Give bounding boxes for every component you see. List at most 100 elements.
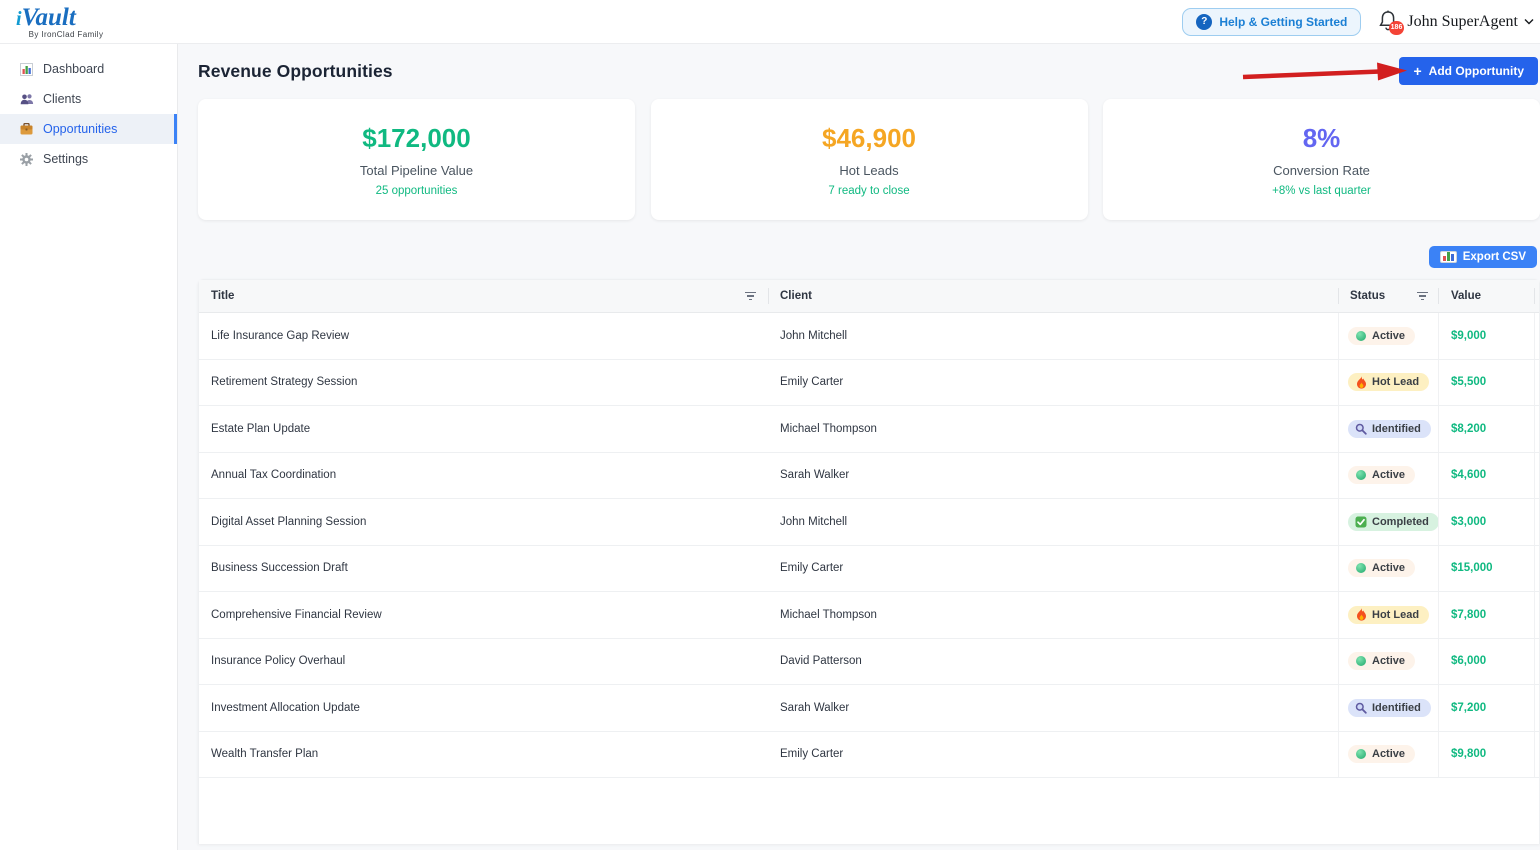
status-badge: Identified — [1348, 698, 1431, 717]
status-label: Identified — [1372, 701, 1421, 714]
briefcase-icon — [19, 123, 34, 135]
column-header-client: Client — [780, 290, 812, 302]
status-label: Active — [1372, 655, 1406, 668]
status-badge: Active — [1348, 326, 1416, 345]
sidebar-item-settings[interactable]: Settings — [0, 144, 177, 174]
sidebar-item-label: Settings — [43, 152, 89, 166]
opportunities-table: Title Client Status Value Life Insurance… — [198, 279, 1540, 844]
sidebar-item-clients[interactable]: Clients — [0, 84, 177, 114]
table-header: Title Client Status Value — [199, 280, 1539, 313]
export-csv-button[interactable]: Export CSV — [1429, 246, 1537, 268]
opportunity-status-cell: Hot Lead — [1338, 592, 1438, 638]
notification-bell-icon[interactable]: 186 — [1377, 9, 1405, 35]
opportunity-status-cell: Active — [1338, 452, 1438, 498]
status-badge: Active — [1348, 745, 1416, 764]
sidebar-item-opportunities[interactable]: Opportunities — [0, 114, 177, 144]
user-name: John SuperAgent — [1407, 12, 1518, 30]
sidebar-item-label: Clients — [43, 92, 82, 106]
filter-icon[interactable] — [743, 290, 758, 303]
table-row[interactable]: Annual Tax Coordination Sarah Walker Activ… — [199, 452, 1539, 499]
table-row[interactable]: Estate Plan Update Michael Thompson Identi… — [199, 406, 1539, 453]
status-badge: Active — [1348, 466, 1416, 485]
plus-icon: + — [1413, 63, 1422, 79]
help-getting-started-button[interactable]: ? Help & Getting Started — [1182, 7, 1362, 36]
status-label: Active — [1372, 329, 1406, 342]
stat-cards: $172,000 Total Pipeline Value 25 opportu… — [198, 99, 1540, 220]
opportunity-value: $5,500 — [1438, 359, 1535, 405]
logo-text: iVault — [16, 5, 116, 30]
green-dot-icon — [1355, 330, 1367, 342]
table-row[interactable]: Investment Allocation Update Sarah Walker… — [199, 685, 1539, 732]
stat-label: Conversion Rate — [1273, 162, 1370, 178]
status-badge: Active — [1348, 652, 1416, 671]
gear-icon — [19, 152, 34, 166]
opportunity-client: John Mitchell — [780, 329, 848, 342]
stat-label: Hot Leads — [839, 162, 899, 178]
green-dot-icon — [1355, 748, 1367, 760]
opportunity-status-cell: Active — [1338, 731, 1438, 777]
column-header-title: Title — [211, 290, 235, 302]
sidebar-item-label: Opportunities — [43, 122, 118, 136]
magnifier-icon — [1355, 423, 1367, 435]
people-icon — [19, 93, 34, 105]
app-logo[interactable]: iVault By IronClad Family — [0, 5, 116, 39]
opportunity-value: $3,000 — [1438, 499, 1535, 545]
status-label: Active — [1372, 562, 1406, 575]
opportunity-client: Emily Carter — [780, 562, 844, 575]
help-button-label: Help & Getting Started — [1219, 14, 1348, 29]
status-badge: Identified — [1348, 419, 1431, 438]
opportunity-value: $15,000 — [1438, 545, 1535, 591]
status-badge: Completed — [1348, 512, 1439, 531]
opportunity-title: Annual Tax Coordination — [211, 469, 337, 482]
chevron-down-icon — [1524, 19, 1534, 25]
opportunity-title: Life Insurance Gap Review — [211, 329, 350, 342]
status-label: Identified — [1372, 422, 1421, 435]
opportunity-title: Comprehensive Financial Review — [211, 608, 382, 621]
opportunity-value: $6,000 — [1438, 638, 1535, 684]
opportunity-title: Business Succession Draft — [211, 562, 348, 575]
table-row[interactable]: Digital Asset Planning Session John Mitch… — [199, 499, 1539, 546]
opportunity-value: $7,200 — [1438, 685, 1535, 731]
column-header-value: Value — [1451, 290, 1482, 302]
opportunity-status-cell: Active — [1338, 545, 1438, 591]
flame-icon — [1355, 608, 1367, 621]
filter-icon[interactable] — [1415, 290, 1430, 303]
opportunity-status-cell: Active — [1338, 638, 1438, 684]
sidebar-item-dashboard[interactable]: Dashboard — [0, 54, 177, 84]
add-opportunity-label: Add Opportunity — [1428, 64, 1524, 78]
add-opportunity-button[interactable]: + Add Opportunity — [1399, 57, 1538, 85]
green-dot-icon — [1355, 562, 1367, 574]
bar-chart-icon — [19, 62, 34, 76]
opportunity-title: Retirement Strategy Session — [211, 376, 358, 389]
user-menu[interactable]: 186 John SuperAgent — [1377, 9, 1534, 35]
table-row[interactable]: Life Insurance Gap Review John Mitchell Ac… — [199, 313, 1539, 360]
opportunity-status-cell: Completed — [1338, 499, 1439, 545]
status-badge: Hot Lead — [1348, 373, 1430, 392]
stat-subtext: 7 ready to close — [828, 184, 910, 197]
opportunity-value: $7,800 — [1438, 592, 1535, 638]
table-row[interactable]: Insurance Policy Overhaul David Patterson… — [199, 638, 1539, 685]
opportunity-status-cell: Identified — [1338, 406, 1438, 452]
status-label: Hot Lead — [1372, 376, 1420, 389]
opportunity-title: Wealth Transfer Plan — [211, 748, 319, 761]
stat-card-conversion: 8% Conversion Rate +8% vs last quarter — [1103, 99, 1540, 220]
table-row[interactable]: Retirement Strategy Session Emily Carter H… — [199, 359, 1539, 406]
table-row[interactable]: Business Succession Draft Emily Carter Act… — [199, 545, 1539, 592]
logo-subtitle: By IronClad Family — [28, 29, 104, 39]
opportunity-client: Emily Carter — [780, 748, 844, 761]
stat-subtext: 25 opportunities — [375, 184, 458, 197]
opportunity-title: Investment Allocation Update — [211, 701, 360, 714]
opportunity-client: David Patterson — [780, 655, 862, 668]
status-badge: Hot Lead — [1348, 605, 1430, 624]
sidebar-item-label: Dashboard — [43, 62, 105, 76]
stat-card-hot-leads: $46,900 Hot Leads 7 ready to close — [650, 99, 1088, 220]
flame-icon — [1355, 375, 1367, 389]
stat-card-pipeline: $172,000 Total Pipeline Value 25 opportu… — [198, 99, 635, 220]
stat-subtext: +8% vs last quarter — [1272, 184, 1371, 197]
table-row[interactable]: Comprehensive Financial Review Michael Th… — [199, 592, 1539, 639]
table-body: Life Insurance Gap Review John Mitchell Ac… — [199, 313, 1539, 778]
table-row[interactable]: Wealth Transfer Plan Emily Carter Active $9… — [199, 731, 1539, 778]
green-dot-icon — [1355, 655, 1367, 667]
opportunity-value: $9,000 — [1438, 313, 1535, 359]
opportunity-client: Sarah Walker — [780, 469, 850, 482]
